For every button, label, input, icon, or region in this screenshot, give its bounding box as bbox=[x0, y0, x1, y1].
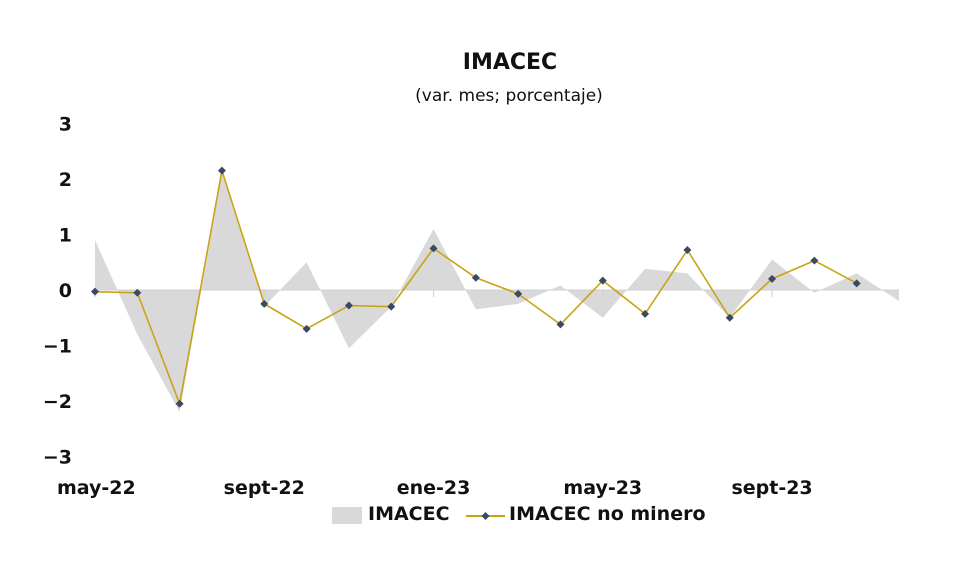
imacec-area-layer bbox=[95, 173, 899, 413]
imacec-no-minero-point-17 bbox=[810, 256, 819, 265]
imacec-area bbox=[95, 173, 899, 413]
y-tick-label: 1 bbox=[59, 225, 72, 247]
imacec-no-minero-point-0 bbox=[91, 287, 99, 296]
legend-marker-imacec-no-minero bbox=[481, 512, 490, 520]
legend-label-imacec-no-minero: IMACEC no minero bbox=[509, 503, 706, 525]
imacec-no-minero-layer bbox=[91, 166, 861, 408]
imacec-no-minero-point-18 bbox=[852, 279, 861, 288]
legend-swatch-imacec bbox=[332, 507, 362, 524]
imacec-no-minero-point-5 bbox=[302, 324, 311, 333]
imacec-no-minero-point-1 bbox=[133, 288, 142, 297]
imacec-no-minero-point-10 bbox=[514, 289, 523, 298]
x-axis bbox=[94, 289, 899, 297]
imacec-no-minero-point-4 bbox=[260, 299, 269, 308]
x-tick-label: may-23 bbox=[563, 477, 642, 499]
imacec-no-minero-point-13 bbox=[641, 309, 650, 318]
y-tick-label: 3 bbox=[59, 114, 72, 136]
chart-title: IMACEC bbox=[463, 50, 557, 75]
x-axis-tick-labels: may-22 sept-22 ene-23 may-23 sept-23 bbox=[57, 477, 813, 499]
y-tick-label: 2 bbox=[59, 169, 72, 191]
imacec-no-minero-point-8 bbox=[429, 244, 438, 253]
y-tick-label: 0 bbox=[59, 280, 72, 302]
y-axis-tick-labels: 3 2 1 0 −1 −2 −3 bbox=[43, 114, 72, 469]
imacec-no-minero-point-16 bbox=[768, 274, 777, 283]
imacec-no-minero-point-12 bbox=[598, 276, 607, 285]
legend-label-imacec: IMACEC bbox=[368, 503, 450, 525]
imacec-no-minero-point-2 bbox=[175, 399, 184, 408]
chart-subtitle: (var. mes; porcentaje) bbox=[415, 86, 603, 106]
y-tick-label: −2 bbox=[43, 391, 72, 413]
x-tick-label: ene-23 bbox=[397, 477, 471, 499]
imacec-no-minero-point-11 bbox=[556, 320, 565, 329]
x-tick-label: may-22 bbox=[57, 477, 136, 499]
x-tick-label: sept-23 bbox=[731, 477, 812, 499]
imacec-no-minero-point-14 bbox=[683, 246, 692, 255]
legend: IMACEC IMACEC no minero bbox=[332, 503, 706, 525]
y-tick-label: −1 bbox=[43, 336, 72, 358]
x-tick-label: sept-22 bbox=[224, 477, 305, 499]
imacec-no-minero-point-7 bbox=[387, 302, 396, 311]
imacec-no-minero-point-3 bbox=[217, 166, 226, 175]
imacec-no-minero-point-15 bbox=[725, 313, 734, 322]
y-tick-label: −3 bbox=[43, 447, 72, 469]
imacec-no-minero-point-6 bbox=[344, 301, 353, 310]
imacec-no-minero-point-9 bbox=[471, 273, 480, 282]
